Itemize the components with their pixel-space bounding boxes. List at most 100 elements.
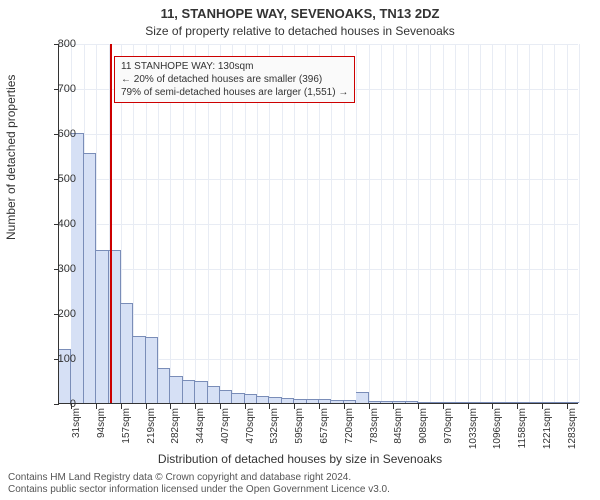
grid-line-v bbox=[579, 44, 580, 403]
grid-line-v bbox=[468, 44, 469, 403]
bar bbox=[517, 402, 529, 403]
bar bbox=[195, 381, 207, 404]
footer-line-2: Contains public sector information licen… bbox=[8, 484, 390, 496]
xtick-label: 31sqm bbox=[71, 408, 82, 438]
xtick-label: 908sqm bbox=[418, 408, 429, 444]
bar bbox=[468, 402, 480, 403]
y-axis-label: Number of detached properties bbox=[4, 75, 18, 240]
xtick-label: 1033sqm bbox=[468, 408, 479, 449]
xtick-label: 344sqm bbox=[195, 408, 206, 444]
xtick-label: 157sqm bbox=[121, 408, 132, 444]
reference-marker bbox=[110, 44, 112, 403]
bar bbox=[418, 402, 430, 403]
grid-line-v bbox=[356, 44, 357, 403]
grid-line-v bbox=[369, 44, 370, 403]
bar bbox=[430, 402, 442, 403]
grid-line-v bbox=[554, 44, 555, 403]
bar bbox=[282, 398, 294, 403]
annotation-line: 11 STANHOPE WAY: 130sqm bbox=[121, 60, 348, 73]
bar bbox=[307, 399, 319, 403]
ytick-label: 400 bbox=[36, 218, 76, 230]
bar bbox=[319, 399, 331, 403]
xtick-label: 595sqm bbox=[294, 408, 305, 444]
bar bbox=[492, 402, 504, 403]
xtick-label: 470sqm bbox=[245, 408, 256, 444]
bar bbox=[158, 368, 170, 403]
plot-area: 31sqm94sqm157sqm219sqm282sqm344sqm407sqm… bbox=[58, 44, 578, 404]
ytick-label: 800 bbox=[36, 38, 76, 50]
grid-line-v bbox=[430, 44, 431, 403]
bar bbox=[406, 401, 418, 403]
bar bbox=[369, 401, 381, 403]
grid-line-v bbox=[505, 44, 506, 403]
xtick-label: 1221sqm bbox=[542, 408, 553, 449]
bar bbox=[269, 397, 281, 403]
xtick-label: 94sqm bbox=[96, 408, 107, 438]
bar bbox=[393, 401, 405, 403]
xtick-label: 783sqm bbox=[369, 408, 380, 444]
bar bbox=[183, 380, 195, 403]
bar bbox=[505, 402, 517, 403]
ytick-label: 500 bbox=[36, 173, 76, 185]
grid-line-v bbox=[406, 44, 407, 403]
grid-line-v bbox=[381, 44, 382, 403]
bar bbox=[356, 392, 368, 403]
annotation-box: 11 STANHOPE WAY: 130sqm← 20% of detached… bbox=[114, 56, 355, 103]
chart-subtitle: Size of property relative to detached ho… bbox=[0, 24, 600, 38]
bar bbox=[146, 337, 158, 403]
bar bbox=[220, 390, 232, 404]
bar bbox=[133, 336, 145, 404]
ytick-label: 100 bbox=[36, 353, 76, 365]
xtick-label: 1096sqm bbox=[492, 408, 503, 449]
bar bbox=[121, 303, 133, 403]
grid-line-v bbox=[393, 44, 394, 403]
bar bbox=[170, 376, 182, 403]
annotation-line: 79% of semi-detached houses are larger (… bbox=[121, 86, 348, 99]
bar bbox=[554, 402, 566, 403]
xtick-label: 657sqm bbox=[319, 408, 330, 444]
chart-title: 11, STANHOPE WAY, SEVENOAKS, TN13 2DZ bbox=[0, 6, 600, 21]
bar bbox=[84, 153, 96, 403]
grid-line-v bbox=[517, 44, 518, 403]
ytick-label: 700 bbox=[36, 83, 76, 95]
xtick-label: 1283sqm bbox=[567, 408, 578, 449]
x-axis-label: Distribution of detached houses by size … bbox=[0, 452, 600, 466]
bar bbox=[245, 394, 257, 403]
ytick-label: 300 bbox=[36, 263, 76, 275]
bar bbox=[96, 250, 108, 403]
grid-line-v bbox=[542, 44, 543, 403]
grid-line-v bbox=[567, 44, 568, 403]
ytick-label: 200 bbox=[36, 308, 76, 320]
bar bbox=[542, 402, 554, 403]
footer-line-1: Contains HM Land Registry data © Crown c… bbox=[8, 472, 390, 484]
bar bbox=[480, 402, 492, 403]
bar bbox=[381, 401, 393, 403]
chart-container: 11, STANHOPE WAY, SEVENOAKS, TN13 2DZ Si… bbox=[0, 0, 600, 500]
bar bbox=[232, 393, 244, 403]
bar bbox=[331, 400, 343, 403]
bar bbox=[529, 402, 541, 403]
ytick-label: 600 bbox=[36, 128, 76, 140]
bar bbox=[294, 399, 306, 404]
bar bbox=[257, 396, 269, 403]
bar bbox=[455, 402, 467, 403]
bar bbox=[443, 402, 455, 403]
xtick-label: 970sqm bbox=[443, 408, 454, 444]
bar bbox=[344, 400, 356, 403]
grid-line-v bbox=[443, 44, 444, 403]
grid-line-v bbox=[455, 44, 456, 403]
xtick-label: 219sqm bbox=[146, 408, 157, 444]
bar bbox=[567, 402, 579, 403]
bar bbox=[208, 386, 220, 403]
ytick-label: 0 bbox=[36, 398, 76, 410]
annotation-line: ← 20% of detached houses are smaller (39… bbox=[121, 73, 348, 86]
xtick-label: 532sqm bbox=[269, 408, 280, 444]
grid-line-v bbox=[480, 44, 481, 403]
xtick-label: 1158sqm bbox=[517, 408, 528, 448]
grid-line-v bbox=[492, 44, 493, 403]
grid-line-v bbox=[418, 44, 419, 403]
xtick-label: 407sqm bbox=[220, 408, 231, 444]
xtick-label: 720sqm bbox=[344, 408, 355, 444]
footer-attribution: Contains HM Land Registry data © Crown c… bbox=[8, 472, 390, 496]
xtick-label: 845sqm bbox=[393, 408, 404, 444]
